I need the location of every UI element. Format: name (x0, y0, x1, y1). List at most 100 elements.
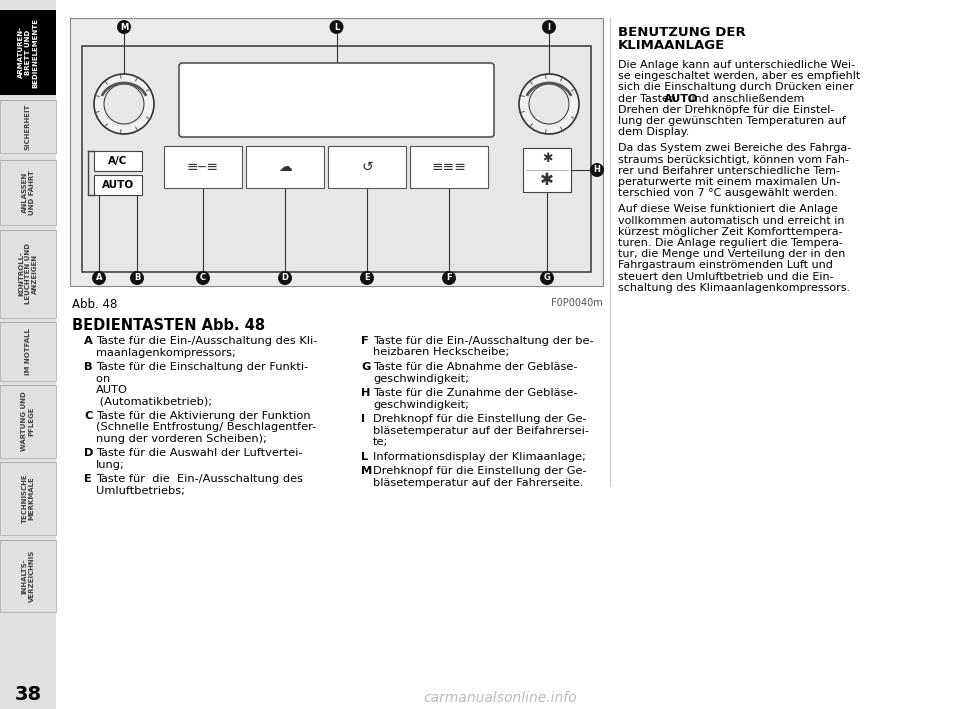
Text: Da das System zwei Bereiche des Fahrga-: Da das System zwei Bereiche des Fahrga- (618, 143, 852, 153)
Bar (328, 146, 406, 188)
Circle shape (278, 271, 292, 285)
Text: nung der vorderen Scheiben);: nung der vorderen Scheiben); (96, 434, 267, 444)
FancyBboxPatch shape (179, 63, 494, 137)
Circle shape (94, 74, 154, 134)
Text: steuert den Umluftbetrieb und die Ein-: steuert den Umluftbetrieb und die Ein- (618, 272, 833, 281)
Bar (246, 146, 324, 188)
Text: KONTROLL-
LEUCHTEN UND
ANZEIGEN: KONTROLL- LEUCHTEN UND ANZEIGEN (18, 243, 38, 304)
Circle shape (442, 271, 456, 285)
Text: straums berücksichtigt, können vom Fah-: straums berücksichtigt, können vom Fah- (618, 155, 849, 164)
Text: I: I (547, 23, 550, 31)
Text: AUTO: AUTO (102, 180, 134, 190)
Bar (0, 0, 56, 709)
Text: Die Anlage kann auf unterschiedliche Wei-: Die Anlage kann auf unterschiedliche Wei… (618, 60, 855, 70)
Text: D: D (281, 274, 289, 282)
Text: Taste für die Abnahme der Gebläse-: Taste für die Abnahme der Gebläse- (373, 362, 578, 372)
Bar (410, 146, 488, 188)
Text: vollkommen automatisch und erreicht in: vollkommen automatisch und erreicht in (618, 216, 845, 225)
Bar (0, 100, 56, 153)
Text: C: C (200, 274, 206, 282)
Text: Drehknopf für die Einstellung der Ge-: Drehknopf für die Einstellung der Ge- (373, 414, 587, 424)
Text: ✱: ✱ (541, 152, 552, 165)
Text: Abb. 48: Abb. 48 (72, 298, 117, 311)
Text: I: I (361, 414, 365, 424)
Text: lung;: lung; (96, 460, 125, 470)
Text: (Schnelle Entfrostung/ Beschlagentfer-: (Schnelle Entfrostung/ Beschlagentfer- (96, 423, 316, 432)
Text: IM NOTFALL: IM NOTFALL (25, 328, 31, 375)
Bar (0, 230, 56, 318)
Text: tur, die Menge und Verteilung der in den: tur, die Menge und Verteilung der in den (618, 249, 846, 259)
Text: und anschließendem: und anschließendem (684, 94, 804, 104)
Bar (94, 175, 142, 195)
Text: ≡≡≡: ≡≡≡ (432, 160, 467, 174)
Circle shape (117, 20, 131, 34)
Bar (82, 46, 591, 272)
Text: schaltung des Klimaanlagenkompressors.: schaltung des Klimaanlagenkompressors. (618, 283, 851, 293)
Circle shape (519, 74, 579, 134)
Text: A/C: A/C (108, 156, 128, 166)
Text: Taste für die Einschaltung der Funkti-: Taste für die Einschaltung der Funkti- (96, 362, 308, 372)
Text: Drehknopf für die Einstellung der Ge-: Drehknopf für die Einstellung der Ge- (373, 466, 587, 476)
Text: heizbaren Heckscheibe;: heizbaren Heckscheibe; (373, 347, 509, 357)
Text: INHALTS-
VERZEICHNIS: INHALTS- VERZEICHNIS (21, 550, 35, 602)
Text: Taste für die Ein-/Ausschaltung des Kli-: Taste für die Ein-/Ausschaltung des Kli- (96, 336, 318, 346)
Text: Taste für die Aktivierung der Funktion: Taste für die Aktivierung der Funktion (96, 411, 311, 421)
Text: BENUTZUNG DER: BENUTZUNG DER (618, 26, 746, 39)
Text: ARMATUREN-
BRETT UND
BEDIENELEMENTE: ARMATUREN- BRETT UND BEDIENELEMENTE (18, 18, 38, 87)
Text: peraturwerte mit einem maximalen Un-: peraturwerte mit einem maximalen Un- (618, 177, 840, 187)
Text: 38: 38 (14, 686, 41, 705)
Text: terschied von 7 °C ausgewählt werden.: terschied von 7 °C ausgewählt werden. (618, 188, 838, 199)
Text: Drehen der Drehknöpfe für die Einstel-: Drehen der Drehknöpfe für die Einstel- (618, 105, 834, 115)
Text: rer und Beifahrer unterschiedliche Tem-: rer und Beifahrer unterschiedliche Tem- (618, 166, 840, 176)
Text: Auf diese Weise funktioniert die Anlage: Auf diese Weise funktioniert die Anlage (618, 204, 838, 214)
Text: Taste für die Auswahl der Luftvertei-: Taste für die Auswahl der Luftvertei- (96, 449, 302, 459)
Text: lung der gewünschten Temperaturen auf: lung der gewünschten Temperaturen auf (618, 116, 846, 126)
Text: turen. Die Anlage reguliert die Tempera-: turen. Die Anlage reguliert die Tempera- (618, 238, 843, 248)
Text: A: A (84, 336, 93, 346)
Text: M: M (361, 466, 372, 476)
Text: dem Display.: dem Display. (618, 127, 689, 138)
Text: TECHNISCHE
MERKMALE: TECHNISCHE MERKMALE (21, 474, 35, 523)
Text: ANLASSEN
UND FAHRT: ANLASSEN UND FAHRT (21, 170, 35, 215)
Circle shape (590, 163, 604, 177)
Text: H: H (593, 165, 600, 174)
Text: geschwindigkeit;: geschwindigkeit; (373, 399, 469, 410)
Bar (0, 462, 56, 535)
Text: kürzest möglicher Zeit Komforttempera-: kürzest möglicher Zeit Komforttempera- (618, 227, 843, 237)
Text: Fahrgastraum einströmenden Luft und: Fahrgastraum einströmenden Luft und (618, 260, 833, 270)
Text: ✱: ✱ (540, 171, 554, 189)
Bar (70, 18, 603, 286)
Circle shape (329, 20, 344, 34)
Text: se eingeschaltet werden, aber es empfiehlt: se eingeschaltet werden, aber es empfieh… (618, 71, 860, 82)
Circle shape (540, 271, 554, 285)
Text: maanlagenkompressors;: maanlagenkompressors; (96, 347, 236, 357)
Bar (164, 146, 242, 188)
Text: BEDIENTASTEN Abb. 48: BEDIENTASTEN Abb. 48 (72, 318, 265, 333)
Text: A: A (96, 274, 103, 282)
Circle shape (196, 271, 210, 285)
Text: Umluftbetriebs;: Umluftbetriebs; (96, 486, 185, 496)
Bar (0, 385, 56, 458)
Text: bläsetemperatur auf der Beifahrersei-: bläsetemperatur auf der Beifahrersei- (373, 425, 589, 435)
Text: G: G (361, 362, 371, 372)
Text: AUTO: AUTO (663, 94, 698, 104)
Text: F: F (361, 336, 369, 346)
Text: SICHERHEIT: SICHERHEIT (25, 104, 31, 150)
Text: G: G (543, 274, 550, 282)
Text: bläsetemperatur auf der Fahrerseite.: bläsetemperatur auf der Fahrerseite. (373, 477, 584, 488)
Bar (0, 540, 56, 612)
Bar (0, 322, 56, 381)
Text: geschwindigkeit;: geschwindigkeit; (373, 374, 469, 384)
Text: (Automatikbetrieb);: (Automatikbetrieb); (96, 396, 212, 406)
Text: L: L (334, 23, 339, 31)
Bar (94, 151, 142, 171)
Text: C: C (84, 411, 92, 421)
Text: sich die Einschaltung durch Drücken einer: sich die Einschaltung durch Drücken eine… (618, 82, 853, 92)
Bar (523, 148, 571, 192)
Bar (0, 10, 56, 95)
Text: D: D (84, 449, 93, 459)
Text: B: B (84, 362, 92, 372)
Text: on: on (96, 374, 114, 384)
Text: KLIMAANLAGE: KLIMAANLAGE (618, 39, 725, 52)
Text: Informationsdisplay der Klimaanlage;: Informationsdisplay der Klimaanlage; (373, 452, 586, 462)
